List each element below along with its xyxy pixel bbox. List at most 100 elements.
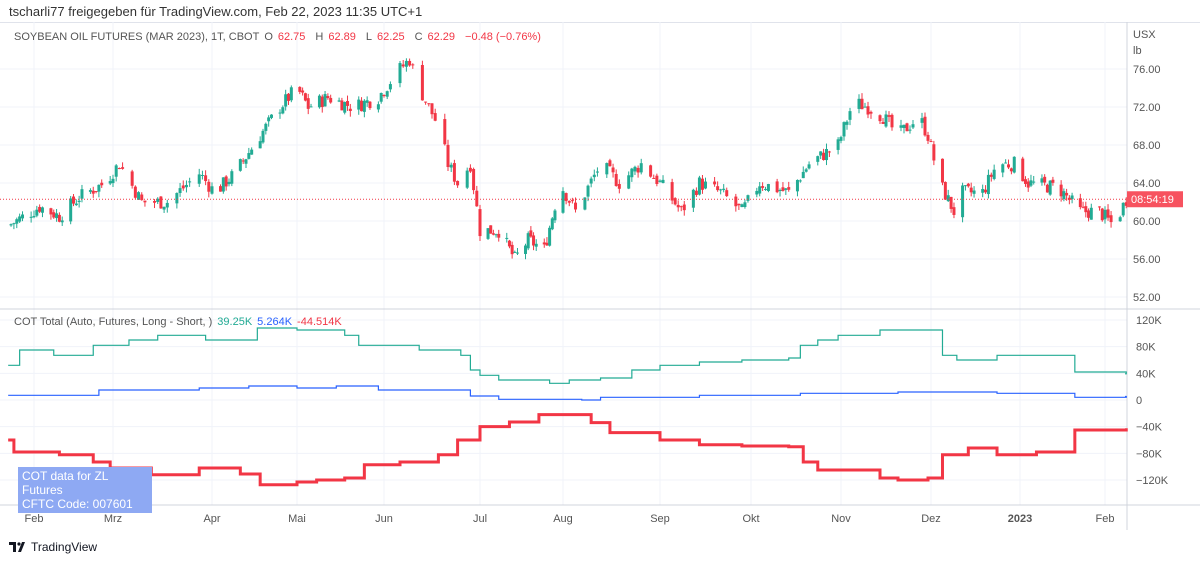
- cot-tick-label: −80K: [1136, 448, 1163, 460]
- candle-body: [207, 181, 211, 192]
- candle-body: [420, 65, 424, 101]
- candle-body: [1081, 206, 1085, 208]
- candle-body: [1084, 206, 1088, 213]
- candle-body: [857, 98, 861, 109]
- candle-body: [446, 144, 450, 168]
- candle-body: [923, 116, 927, 136]
- candle-body: [961, 185, 965, 218]
- price-tick-label: 68.00: [1133, 140, 1161, 152]
- tradingview-logo[interactable]: TradingView: [9, 540, 97, 554]
- candle-body: [981, 188, 985, 193]
- unit-label: lb: [1133, 45, 1142, 57]
- cot-legend[interactable]: COT Total (Auto, Futures, Long - Short, …: [14, 316, 347, 328]
- cot-title[interactable]: COT Total (Auto, Futures, Long - Short, …: [14, 316, 213, 328]
- candle-body: [1045, 184, 1049, 193]
- cot-value-3: -44.514K: [297, 316, 342, 328]
- candle-body: [1062, 191, 1066, 200]
- candle-body: [589, 178, 593, 184]
- candle-body: [586, 185, 590, 197]
- candle-body: [401, 64, 405, 67]
- logo-text: TradingView: [31, 540, 98, 554]
- candle-body: [697, 177, 701, 195]
- candle-body: [984, 189, 988, 193]
- candle-body: [515, 252, 519, 254]
- candle-body: [114, 165, 118, 177]
- price-tick-label: 52.00: [1133, 292, 1161, 304]
- candle-body: [1065, 192, 1069, 196]
- candle-body: [884, 114, 888, 127]
- candle-body: [567, 200, 571, 203]
- candle-body: [570, 200, 574, 202]
- candle-body: [140, 194, 144, 201]
- candle-body: [608, 160, 612, 167]
- candle-body: [630, 168, 634, 178]
- candle-body: [655, 175, 659, 184]
- candle-body: [963, 185, 967, 187]
- candle-body: [32, 215, 36, 218]
- candle-body: [845, 121, 849, 125]
- candle-body: [52, 212, 56, 218]
- high-label: H: [315, 31, 324, 43]
- candle-body: [734, 196, 738, 207]
- candle-body: [298, 86, 302, 92]
- candle-body: [91, 190, 95, 194]
- candle-body: [1004, 162, 1008, 164]
- symbol-legend[interactable]: SOYBEAN OIL FUTURES (MAR 2023), 1T, CBOT…: [14, 31, 546, 43]
- candle-body: [117, 167, 121, 170]
- candle-body: [1118, 217, 1122, 222]
- low-value: 62.25: [377, 31, 405, 43]
- cot-value-2: 5.264K: [257, 316, 293, 328]
- candle-body: [267, 117, 271, 122]
- countdown-badge: [1127, 191, 1183, 208]
- candle-body: [323, 94, 327, 107]
- symbol-title[interactable]: SOYBEAN OIL FUTURES (MAR 2023), 1T, CBOT: [14, 31, 260, 43]
- candle-body: [1109, 215, 1113, 223]
- candle-body: [801, 171, 805, 179]
- cot-tick-label: −120K: [1136, 475, 1169, 487]
- candle-body: [289, 87, 293, 101]
- candle-body: [247, 153, 251, 159]
- candle-body: [368, 101, 372, 109]
- candle-body: [545, 242, 549, 246]
- time-tick-label: Mai: [288, 513, 306, 525]
- candle-body: [908, 129, 912, 131]
- candle-body: [348, 108, 352, 112]
- candle-body: [398, 63, 402, 84]
- candle-body: [204, 175, 208, 182]
- candle-body: [244, 159, 248, 164]
- candle-body: [250, 149, 254, 155]
- candle-body: [343, 102, 347, 113]
- candle-body: [365, 100, 369, 103]
- candle-body: [430, 103, 434, 115]
- close-label: C: [414, 31, 423, 43]
- candle-body: [564, 193, 568, 201]
- candle-body: [719, 189, 723, 191]
- candle-body: [219, 186, 222, 192]
- candle-body: [1067, 197, 1071, 200]
- candle-body: [966, 183, 970, 187]
- candle-body: [74, 203, 78, 206]
- candle-body: [362, 100, 366, 112]
- candle-body: [1051, 179, 1055, 183]
- candle-body: [761, 186, 765, 188]
- open-label: O: [264, 31, 273, 43]
- candle-body: [1023, 179, 1027, 184]
- time-tick-label: Apr: [203, 513, 220, 525]
- candle-body: [301, 90, 305, 93]
- candle-body: [382, 95, 386, 97]
- candle-body: [819, 151, 823, 156]
- candle-body: [627, 175, 631, 189]
- candle-body: [452, 163, 456, 182]
- candle-body: [188, 181, 192, 183]
- time-tick-label: Jul: [473, 513, 487, 525]
- candle-body: [57, 214, 61, 222]
- candle-body: [317, 95, 321, 108]
- candle-body: [1124, 202, 1128, 206]
- cot-tick-label: 40K: [1136, 368, 1156, 380]
- candle-body: [357, 99, 361, 110]
- chart-frame[interactable]: [0, 22, 1200, 531]
- candle-body: [21, 214, 25, 219]
- candle-body: [743, 202, 747, 207]
- cot-tick-label: 120K: [1136, 315, 1162, 327]
